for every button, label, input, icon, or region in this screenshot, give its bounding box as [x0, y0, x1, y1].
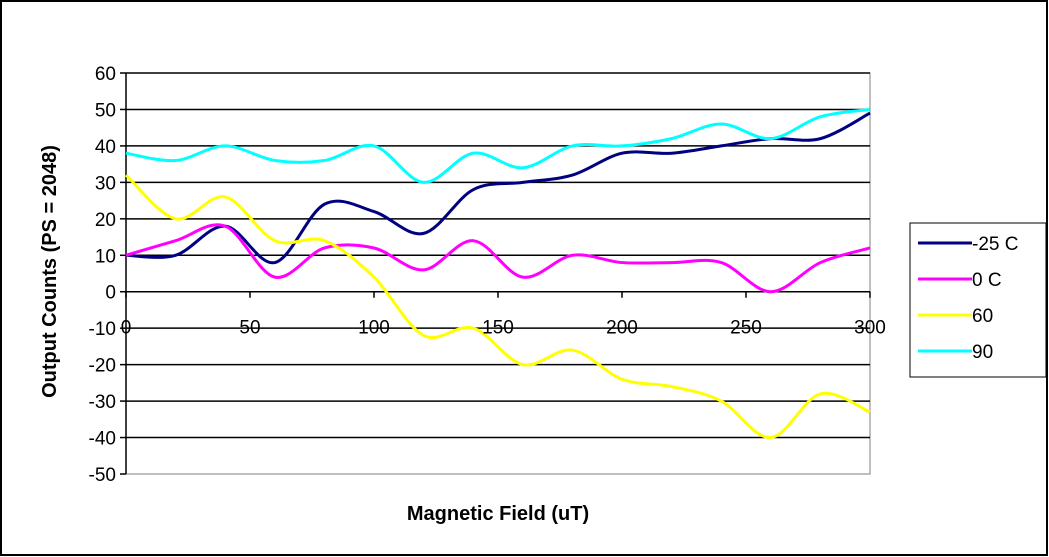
- y-tick-label: 20: [95, 210, 116, 231]
- x-tick-label: 200: [606, 318, 638, 339]
- x-tick-label: 150: [482, 318, 514, 339]
- x-tick-label: 250: [730, 318, 762, 339]
- y-tick-label: -40: [89, 429, 116, 450]
- y-tick-label: 10: [95, 246, 116, 267]
- series-lines: [124, 107, 871, 440]
- y-tick-label: 0: [105, 283, 116, 304]
- legend-label: 90: [972, 342, 993, 363]
- x-tick-label: 300: [854, 318, 886, 339]
- y-tick-label: -30: [89, 392, 116, 413]
- y-tick-label: -50: [89, 465, 116, 486]
- y-axis-ticks: 60 50 40 30 20 10 0 -10 -20 -30 -40 -50: [89, 64, 126, 486]
- legend-label: 0 C: [972, 270, 1002, 291]
- series-line-3: [125, 107, 871, 184]
- gridlines: [125, 72, 871, 474]
- plot-area: [125, 72, 871, 475]
- legend-label: 60: [972, 306, 993, 327]
- y-tick-label: 30: [95, 173, 116, 194]
- series-line-0: [125, 111, 871, 265]
- x-axis-ticks: 0 50 100 150 200 250 300: [121, 318, 886, 339]
- y-axis-title: Output Counts (PS = 2048): [39, 145, 61, 398]
- x-tick-label: 50: [239, 318, 260, 339]
- x-tick-label: 100: [358, 318, 390, 339]
- x-axis-title: Magnetic Field (uT): [407, 503, 589, 525]
- legend-label: -25 C: [972, 234, 1018, 255]
- y-tick-label: 50: [95, 100, 116, 121]
- series-line-2: [124, 173, 871, 440]
- y-tick-label: -10: [89, 319, 116, 340]
- legend: -25 C 0 C 60 90: [909, 222, 1047, 378]
- series-line-1: [125, 223, 871, 294]
- x-tick-label: 0: [121, 318, 132, 339]
- y-tick-label: 40: [95, 137, 116, 158]
- y-tick-label: -20: [89, 356, 116, 377]
- y-tick-label: 60: [95, 64, 116, 85]
